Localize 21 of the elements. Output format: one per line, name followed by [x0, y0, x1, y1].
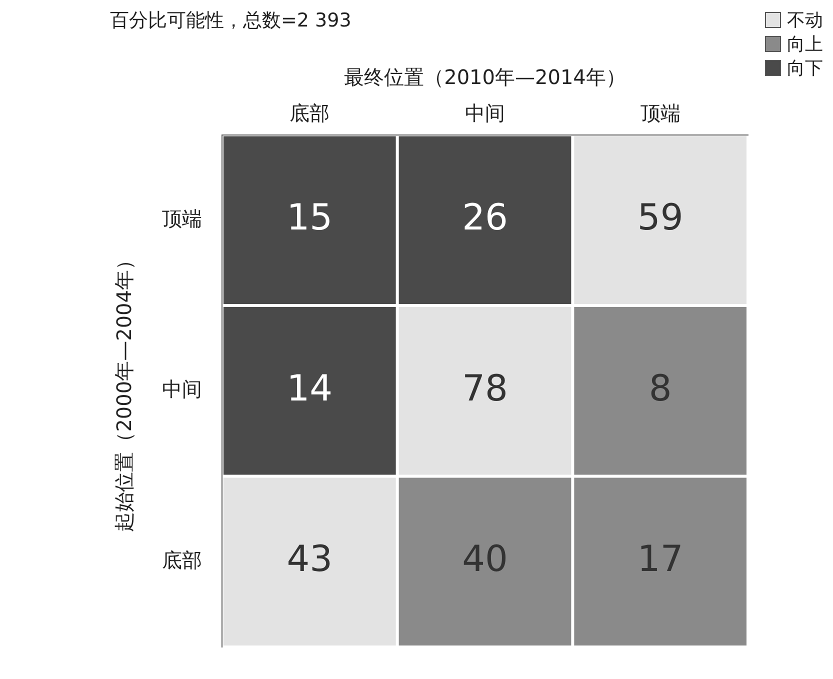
data-label: 78	[462, 368, 508, 410]
data-label: 8	[648, 368, 672, 410]
data-label: 17	[637, 538, 684, 580]
data-label: 14	[286, 368, 333, 410]
data-label: 40	[462, 538, 508, 580]
text: 向下	[787, 57, 823, 80]
x-tick-label: 底部	[290, 101, 330, 126]
y-tick-label: 顶端	[162, 206, 202, 230]
data-label: 59	[637, 198, 684, 239]
text: 向上	[787, 33, 823, 56]
chart-title: 百分比可能性，总数=2 393	[110, 9, 352, 32]
x-axis-title: 最终位置（2010年—2014年）	[344, 65, 626, 90]
text: 不动	[787, 9, 823, 32]
data-label: 15	[286, 198, 333, 239]
y-axis-title: 起始位置（2000年—2004年）	[112, 250, 136, 532]
data-label: 26	[462, 198, 508, 239]
y-tick-label: 中间	[162, 377, 202, 402]
x-tick-label: 顶端	[640, 101, 680, 126]
data-label: 43	[286, 538, 333, 580]
x-tick-label: 中间	[465, 101, 505, 126]
y-tick-label: 底部	[162, 548, 202, 572]
